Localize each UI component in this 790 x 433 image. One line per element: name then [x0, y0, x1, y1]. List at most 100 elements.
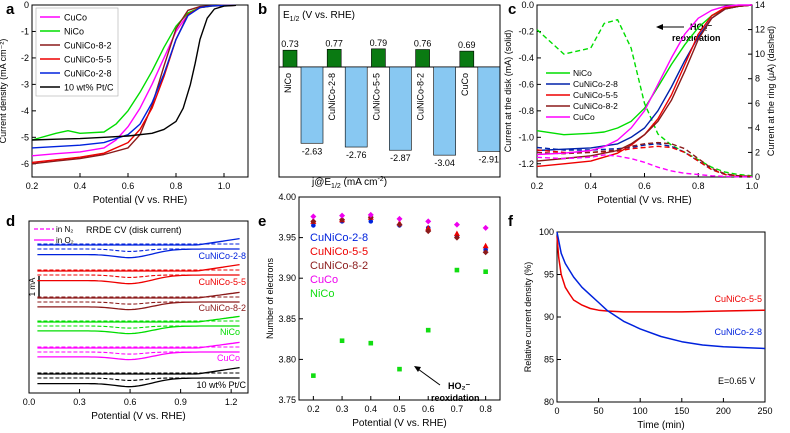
panel-d-xtick-label: 0.9 [174, 397, 187, 407]
panel-b-e-label: 0.73 [281, 39, 299, 49]
panel-e-legend-label: NiCo [310, 288, 334, 300]
panel-e-point [483, 269, 488, 275]
panel-b-e-bar [371, 48, 386, 68]
panel-b-j-bar [433, 66, 456, 156]
panel-d-curve-label: CuCo [217, 353, 240, 363]
panel-e-legend-label: CuNiCo-2-8 [310, 232, 368, 244]
panel-label-c: c [508, 1, 516, 18]
panel-c-ytick-label: -0.4 [518, 53, 534, 63]
panel-b-e-label: 0.77 [325, 38, 343, 48]
panel-e-point [482, 242, 489, 249]
panel-b-j-bar [389, 66, 412, 151]
panel-c-ytick2-label: 12 [755, 25, 765, 35]
panel-c-disk-line [536, 4, 753, 152]
panel-c-legend-label: CuCo [573, 112, 595, 122]
panel-a-ytick-label: -5 [21, 132, 29, 142]
panel-a-ytick-label: -2 [21, 53, 29, 63]
panel-f-label-cuniCo-5-5: CuNiCo-5-5 [714, 294, 762, 304]
panel-a-legend-label: NiCo [64, 27, 84, 37]
panel-b-j-bar [300, 66, 324, 144]
b-xlabel: j@E1/2 (mA cm-2) [311, 176, 387, 190]
panel-d-xtick-label: 1.2 [225, 397, 238, 407]
panel-c-ytick2-label: 10 [755, 49, 765, 59]
panel-d-n2-cathodic [37, 248, 240, 252]
panel-a-ytick-label: -6 [21, 159, 29, 169]
panel-c-ytick-label: -1.2 [518, 159, 534, 169]
panel-e-point [339, 338, 345, 344]
panel-c-xtick-label: 0.4 [584, 181, 597, 191]
panel-a-xtick-label: 1.0 [218, 181, 231, 191]
panel-b-j-label: -3.04 [434, 158, 455, 168]
panel-b-j-bar [344, 66, 368, 148]
panel-a-xtick-label: 0.8 [170, 181, 183, 191]
f-condition: E=0.65 V [718, 376, 755, 386]
panel-a-legend-label: CuCo [64, 13, 87, 23]
panel-e-point [482, 249, 489, 256]
panel-a-ytick-label: -3 [21, 79, 29, 89]
b-title-rest: (V vs. RHE) [299, 10, 355, 21]
panel-c-ring-line [536, 154, 753, 178]
panel-e-ytick-label: 3.95 [278, 233, 296, 243]
panel-c-xtick-label: 1.0 [746, 181, 759, 191]
panel-b-j-bar [477, 66, 501, 152]
panel-b-e-bar [326, 48, 342, 68]
panel-c-ytick-label: -0.2 [518, 26, 534, 36]
panel-e-point [396, 221, 403, 228]
panel-c-ytick2-label: 6 [755, 98, 760, 108]
panel-c-ylabel2: Current at the ring (μA) (dashed) [766, 26, 776, 156]
panel-a-xlabel: Potential (V vs. RHE) [93, 195, 187, 206]
panel-c-disk-line [536, 4, 752, 156]
panel-c-ytick2-label: 14 [755, 0, 765, 10]
panel-b-category-label: NiCo [283, 73, 293, 93]
panel-f-xtick-label: 50 [594, 406, 604, 416]
panel-a-series-line [31, 4, 237, 141]
panel-e-xtick-label: 0.3 [336, 404, 349, 414]
panel-c-ytick2-label: 4 [755, 123, 760, 133]
panel-a-frame [31, 4, 249, 178]
panel-e-xtick-label: 0.6 [422, 404, 435, 414]
panel-b-j-label: -2.91 [479, 154, 500, 164]
b-xlabel-rest: (mA cm [341, 177, 378, 188]
panel-b-e-label: 0.76 [414, 39, 432, 49]
panel-c-ylabel: Current at the disk (mA) (solid) [503, 30, 513, 153]
panel-e-ytick-label: 3.85 [278, 314, 296, 324]
b-xlabel-pre: j@E [311, 177, 331, 188]
panel-e-ytick-label: 3.90 [278, 273, 296, 283]
panel-e-legend-label: CuCo [310, 274, 338, 286]
panel-e-point [453, 230, 460, 237]
panel-f-ytick-label: 100 [539, 227, 554, 237]
b-title: E1/2 (V vs. RHE) [283, 10, 355, 23]
panel-c-legend-label: NiCo [573, 68, 592, 78]
panel-e-point [425, 218, 432, 225]
panel-e-legend-label: CuNiCo-8-2 [310, 260, 368, 272]
panel-f-xtick-label: 200 [716, 406, 731, 416]
panel-d-xtick-label: 0.3 [73, 397, 86, 407]
panel-e-point [367, 211, 374, 218]
panel-f-xtick-label: 100 [633, 406, 648, 416]
panel-b-e-bar [459, 50, 475, 68]
panel-e-ytick-label: 3.80 [278, 354, 296, 364]
panel-e-point [368, 219, 374, 224]
panel-e-point [368, 340, 374, 346]
panel-c-xtick-label: 0.6 [638, 181, 651, 191]
panel-e-point [425, 224, 432, 231]
panel-d-xtick-label: 0.0 [23, 397, 36, 407]
panel-c-ring-line [536, 19, 753, 177]
panel-d-xtick-label: 0.6 [124, 397, 137, 407]
panel-a-ytick-label: -1 [21, 26, 29, 36]
panel-d-xlabel: Potential (V vs. RHE) [91, 411, 185, 422]
panel-d-curve-label: CuNiCo-8-2 [198, 303, 246, 313]
panel-e-point [396, 215, 403, 222]
panel-f-xtick-label: 250 [757, 406, 772, 416]
panel-label-d: d [6, 213, 15, 230]
panel-label-e: e [258, 213, 266, 230]
panel-c-ytick-label: -0.8 [518, 106, 534, 116]
panel-label-a: a [6, 1, 15, 18]
panel-a-legend-label: CuNiCo-8-2 [64, 41, 112, 51]
e-ring-annotation-2: reoxidation [431, 393, 480, 403]
panel-e-point [311, 373, 316, 378]
panel-f-ytick-label: 95 [544, 270, 554, 280]
panel-e-point [482, 224, 489, 231]
panel-c-disk-line [536, 4, 753, 162]
panel-d-n2-cathodic [37, 377, 240, 381]
